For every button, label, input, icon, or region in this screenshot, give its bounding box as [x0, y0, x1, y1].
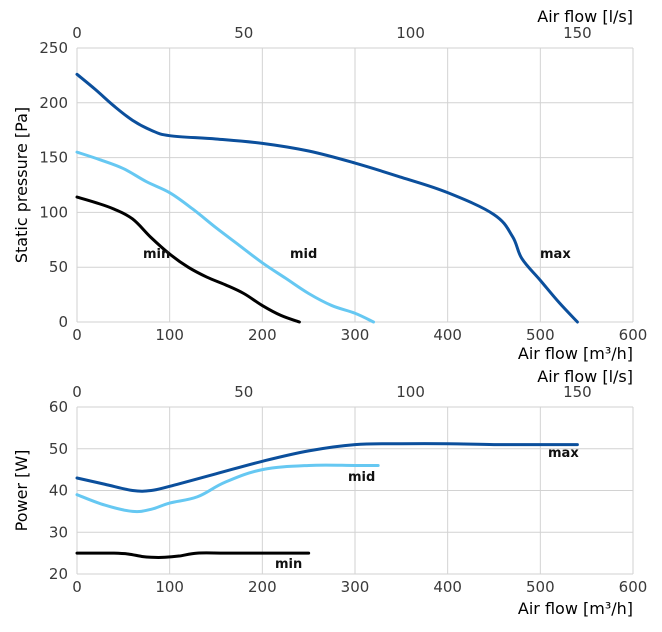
series-line-min: [75, 195, 301, 324]
x-tick-label: 200: [248, 326, 277, 344]
y-tick-label: 250: [39, 39, 68, 57]
y-tick-label: 0: [58, 313, 68, 331]
y-tick-label: 30: [49, 523, 68, 541]
x-tick-label: 600: [619, 578, 648, 596]
series-label-min: min: [143, 247, 170, 262]
x2-axis-label: Air flow [l/s]: [537, 367, 633, 386]
x-tick-label: 600: [619, 326, 648, 344]
series-label-mid: mid: [348, 470, 375, 485]
y-tick-label: 20: [49, 565, 68, 583]
x-tick-label: 300: [341, 326, 370, 344]
x2-tick-label: 100: [396, 383, 425, 401]
x-tick-label: 100: [155, 578, 184, 596]
series-line-min: [75, 551, 311, 559]
y-tick-label: 200: [39, 94, 68, 112]
series-label-mid: mid: [290, 247, 317, 262]
series-line-max: [75, 72, 579, 324]
x-tick-label: 100: [155, 326, 184, 344]
y-axis-label: Static pressure [Pa]: [12, 107, 31, 263]
x-tick-label: 0: [72, 326, 82, 344]
x2-tick-label: 50: [234, 383, 253, 401]
series-line-mid: [75, 463, 380, 514]
x2-tick-label: 150: [563, 24, 592, 42]
y-tick-label: 60: [49, 398, 68, 416]
y-tick-label: 100: [39, 203, 68, 221]
series-label-min: min: [275, 557, 302, 572]
series-label-max: max: [548, 446, 579, 461]
x2-tick-label: 100: [396, 24, 425, 42]
x2-tick-label: 0: [72, 24, 82, 42]
y-tick-label: 150: [39, 149, 68, 167]
x2-axis-label: Air flow [l/s]: [537, 7, 633, 26]
grid: [76, 47, 634, 323]
x-tick-label: 500: [526, 326, 555, 344]
y-tick-label: 40: [49, 482, 68, 500]
y-tick-label: 50: [49, 258, 68, 276]
x2-tick-label: 0: [72, 383, 82, 401]
x-axis-label: Air flow [m³/h]: [518, 599, 633, 618]
x-axis-label: Air flow [m³/h]: [518, 344, 633, 363]
series-label-max: max: [540, 247, 571, 262]
x-tick-label: 0: [72, 578, 82, 596]
x-tick-label: 300: [341, 578, 370, 596]
series-line-mid: [75, 150, 376, 324]
x-tick-label: 400: [433, 578, 462, 596]
x2-tick-label: 50: [234, 24, 253, 42]
y-axis-label: Power [W]: [12, 450, 31, 532]
x-tick-label: 500: [526, 578, 555, 596]
x2-tick-label: 150: [563, 383, 592, 401]
grid: [76, 406, 634, 575]
y-tick-label: 50: [49, 440, 68, 458]
x-tick-label: 400: [433, 326, 462, 344]
power-chart: 2030405060010020030040050060005010015020…: [12, 367, 648, 618]
x-tick-label: 200: [248, 578, 277, 596]
series-line-max: [75, 442, 579, 493]
